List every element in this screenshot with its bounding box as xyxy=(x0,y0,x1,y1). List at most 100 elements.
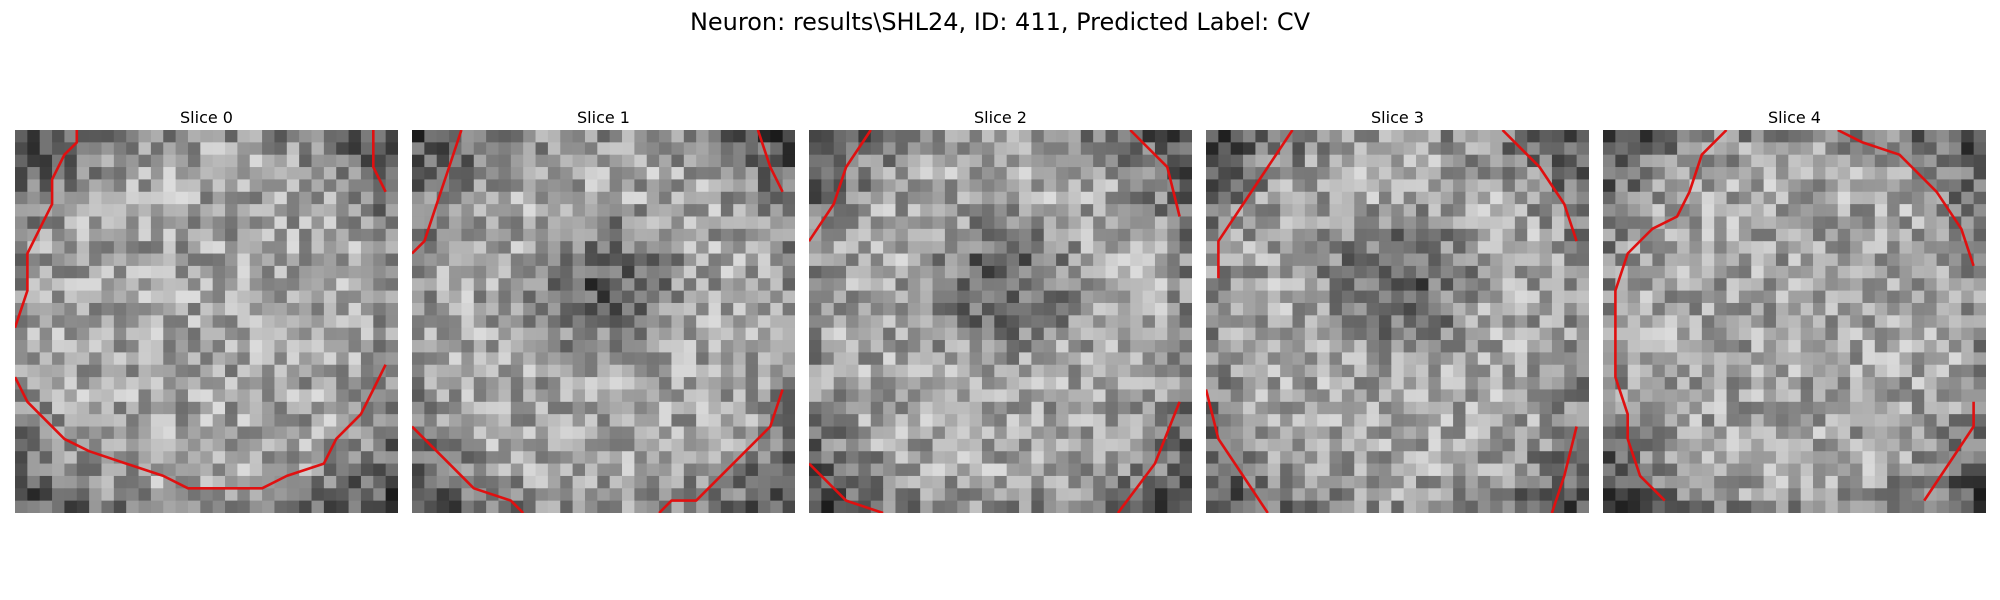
pixel-cell xyxy=(52,463,65,477)
pixel-cell xyxy=(870,438,884,452)
pixel-cell xyxy=(311,216,325,230)
pixel-cell xyxy=(1887,426,1900,440)
pixel-cell xyxy=(436,228,450,242)
pixel-cell xyxy=(1080,179,1094,193)
pixel-cell xyxy=(1056,228,1069,242)
pixel-cell xyxy=(782,426,795,440)
pixel-cell xyxy=(1887,475,1900,489)
pixel-cell xyxy=(757,500,771,513)
pixel-cell xyxy=(498,340,512,353)
pixel-cell xyxy=(770,426,784,440)
pixel-cell xyxy=(1243,154,1256,168)
pixel-cell xyxy=(1267,364,1281,378)
pixel-cell xyxy=(1502,500,1516,513)
pixel-cell xyxy=(1539,463,1553,477)
pixel-cell xyxy=(572,377,586,390)
pixel-cell xyxy=(1936,154,1950,168)
pixel-cell xyxy=(150,216,164,230)
pixel-cell xyxy=(1366,389,1380,403)
pixel-cell xyxy=(1899,327,1913,341)
pixel-cell xyxy=(560,475,574,489)
pixel-cell xyxy=(757,290,771,304)
pixel-cell xyxy=(708,401,722,415)
pixel-cell xyxy=(1019,154,1032,168)
pixel-cell xyxy=(1317,204,1330,217)
pixel-cell xyxy=(1206,167,1219,180)
pixel-cell xyxy=(1664,352,1678,366)
pixel-cell xyxy=(994,377,1008,390)
pixel-cell xyxy=(944,488,958,502)
pixel-cell xyxy=(1652,142,1666,156)
pixel-cell xyxy=(64,414,78,427)
pixel-cell xyxy=(1093,278,1106,292)
pixel-cell xyxy=(1403,253,1417,267)
pixel-cell xyxy=(809,290,822,304)
pixel-cell xyxy=(895,389,909,403)
pixel-cell xyxy=(1677,290,1690,304)
pixel-cell xyxy=(64,463,78,477)
pixel-cell xyxy=(200,130,214,143)
pixel-cell xyxy=(782,377,795,390)
pixel-cell xyxy=(1292,179,1306,193)
pixel-cell xyxy=(249,414,263,427)
pixel-cell xyxy=(1179,327,1192,341)
pixel-cell xyxy=(1080,364,1094,378)
pixel-cell xyxy=(1689,302,1703,316)
pixel-cell xyxy=(572,265,586,279)
pixel-cell xyxy=(113,302,127,316)
pixel-cell xyxy=(1701,130,1715,143)
pixel-cell xyxy=(126,438,139,452)
pixel-cell xyxy=(1850,438,1863,452)
pixel-cell xyxy=(1440,438,1454,452)
pixel-cell xyxy=(646,302,660,316)
pixel-cell xyxy=(336,228,349,242)
pixel-cell xyxy=(1043,142,1057,156)
pixel-cell xyxy=(1341,216,1355,230)
pixel-cell xyxy=(1477,451,1491,464)
pixel-cell xyxy=(1837,414,1851,427)
pixel-cell xyxy=(1664,290,1678,304)
pixel-cell xyxy=(1961,475,1975,489)
pixel-cell xyxy=(1576,426,1589,440)
pixel-cell xyxy=(1751,475,1765,489)
pixel-cell xyxy=(1689,451,1703,464)
pixel-cell xyxy=(126,340,139,353)
pixel-cell xyxy=(1142,130,1156,143)
pixel-cell xyxy=(1465,154,1479,168)
pixel-cell xyxy=(1800,364,1814,378)
pixel-cell xyxy=(373,278,387,292)
pixel-cell xyxy=(1751,414,1765,427)
pixel-cell xyxy=(385,130,398,143)
pixel-cell xyxy=(1154,191,1168,205)
pixel-cell xyxy=(1267,228,1281,242)
pixel-cell xyxy=(1800,488,1814,502)
pixel-cell xyxy=(1874,438,1888,452)
pixel-cell xyxy=(969,179,983,193)
pixel-cell xyxy=(323,364,337,378)
pixel-cell xyxy=(782,500,795,513)
pixel-cell xyxy=(1911,265,1925,279)
pixel-cell xyxy=(1490,352,1503,366)
pixel-cell xyxy=(858,302,872,316)
pixel-cell xyxy=(1813,414,1826,427)
pixel-cell xyxy=(1813,451,1826,464)
pixel-cell xyxy=(126,401,139,415)
pixel-cell xyxy=(696,179,709,193)
pixel-cell xyxy=(212,167,226,180)
pixel-cell xyxy=(535,154,549,168)
pixel-cell xyxy=(1006,130,1020,143)
pixel-cell xyxy=(1440,401,1454,415)
pixel-cell xyxy=(932,179,946,193)
pixel-cell xyxy=(622,130,635,143)
pixel-cell xyxy=(187,167,201,180)
pixel-cell xyxy=(1539,278,1553,292)
pixel-cell xyxy=(932,475,946,489)
pixel-cell xyxy=(932,327,946,341)
pixel-cell xyxy=(1243,340,1256,353)
pixel-cell xyxy=(1142,377,1156,390)
pixel-cell xyxy=(523,228,536,242)
pixel-cell xyxy=(1292,216,1306,230)
pixel-cell xyxy=(424,315,438,329)
pixel-cell xyxy=(1267,327,1281,341)
pixel-cell xyxy=(1056,265,1069,279)
